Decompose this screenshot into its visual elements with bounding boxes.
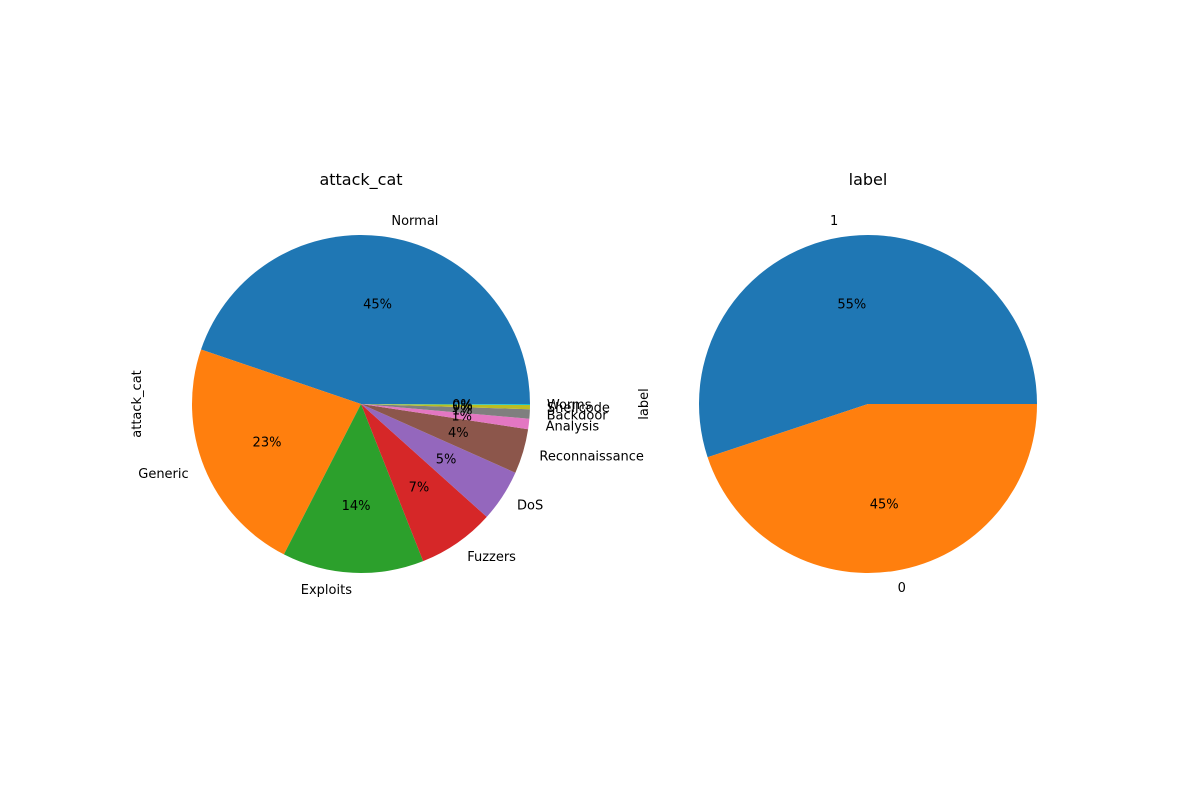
slice-label-attack-cat-normal: Normal	[391, 214, 438, 229]
slice-percent-attack-cat-shellcode: 0%	[452, 399, 473, 414]
slice-percent-attack-cat-dos: 5%	[436, 453, 457, 468]
label-slices	[698, 235, 1037, 573]
slice-label-attack-cat-exploits: Exploits	[301, 583, 352, 598]
attack-cat-pie-chart: attack_cat attack_cat Normal 45% Generic 23…	[130, 170, 644, 598]
label-pie-chart: label label 1 55% 0 45%	[637, 170, 1037, 596]
slice-percent-attack-cat-backdoor: 1%	[452, 404, 473, 419]
pie-slice-attack-cat-fuzzers	[361, 404, 487, 562]
pie-slice-attack-cat-exploits	[283, 404, 424, 573]
pie-slice-attack-cat-reconnaissance	[361, 404, 529, 473]
pie-slice-label-1	[698, 235, 1037, 458]
label-chart-title: label	[849, 170, 888, 189]
label-labels: 1 55% 0 45%	[830, 214, 906, 596]
pie-slice-attack-cat-shellcode	[361, 404, 530, 410]
slice-label-attack-cat-fuzzers: Fuzzers	[467, 550, 516, 565]
attack-cat-labels: Normal 45% Generic 23% Exploits 14% Fuzzers 7% D…	[138, 214, 644, 598]
slice-label-attack-cat-dos: DoS	[517, 499, 543, 514]
slice-label-label-1: 1	[830, 214, 838, 229]
pie-slice-label-0	[707, 404, 1037, 573]
pie-slice-attack-cat-normal	[201, 234, 530, 404]
slice-label-attack-cat-worms: Worms	[547, 398, 592, 413]
slice-percent-attack-cat-fuzzers: 7%	[409, 481, 430, 496]
pie-slice-attack-cat-generic	[192, 349, 361, 555]
attack-cat-y-axis-label: attack_cat	[130, 370, 145, 438]
attack-cat-slices	[192, 234, 530, 573]
slice-label-attack-cat-backdoor: Backdoor	[547, 409, 609, 424]
slice-percent-label-0: 45%	[870, 498, 899, 513]
slice-percent-attack-cat-analysis: 1%	[451, 410, 472, 425]
slice-label-attack-cat-shellcode: Shellcode	[547, 401, 610, 416]
attack-cat-chart-title: attack_cat	[319, 170, 402, 190]
slice-percent-attack-cat-worms: 0%	[452, 398, 473, 413]
pie-slice-attack-cat-backdoor	[361, 404, 530, 419]
label-y-axis-label: label	[637, 388, 652, 419]
slice-percent-attack-cat-reconnaissance: 4%	[448, 426, 469, 441]
slice-percent-label-1: 55%	[837, 297, 866, 312]
slice-percent-attack-cat-normal: 45%	[363, 297, 392, 312]
slice-label-label-0: 0	[898, 581, 906, 596]
slice-label-attack-cat-generic: Generic	[138, 467, 188, 482]
slice-percent-attack-cat-exploits: 14%	[342, 499, 371, 514]
pie-slice-attack-cat-dos	[361, 404, 516, 517]
pie-slice-attack-cat-worms	[361, 404, 530, 406]
slice-percent-attack-cat-generic: 23%	[253, 436, 282, 451]
slice-label-attack-cat-reconnaissance: Reconnaissance	[539, 450, 644, 465]
pie-slice-attack-cat-analysis	[361, 404, 530, 430]
slice-label-attack-cat-analysis: Analysis	[546, 420, 600, 435]
